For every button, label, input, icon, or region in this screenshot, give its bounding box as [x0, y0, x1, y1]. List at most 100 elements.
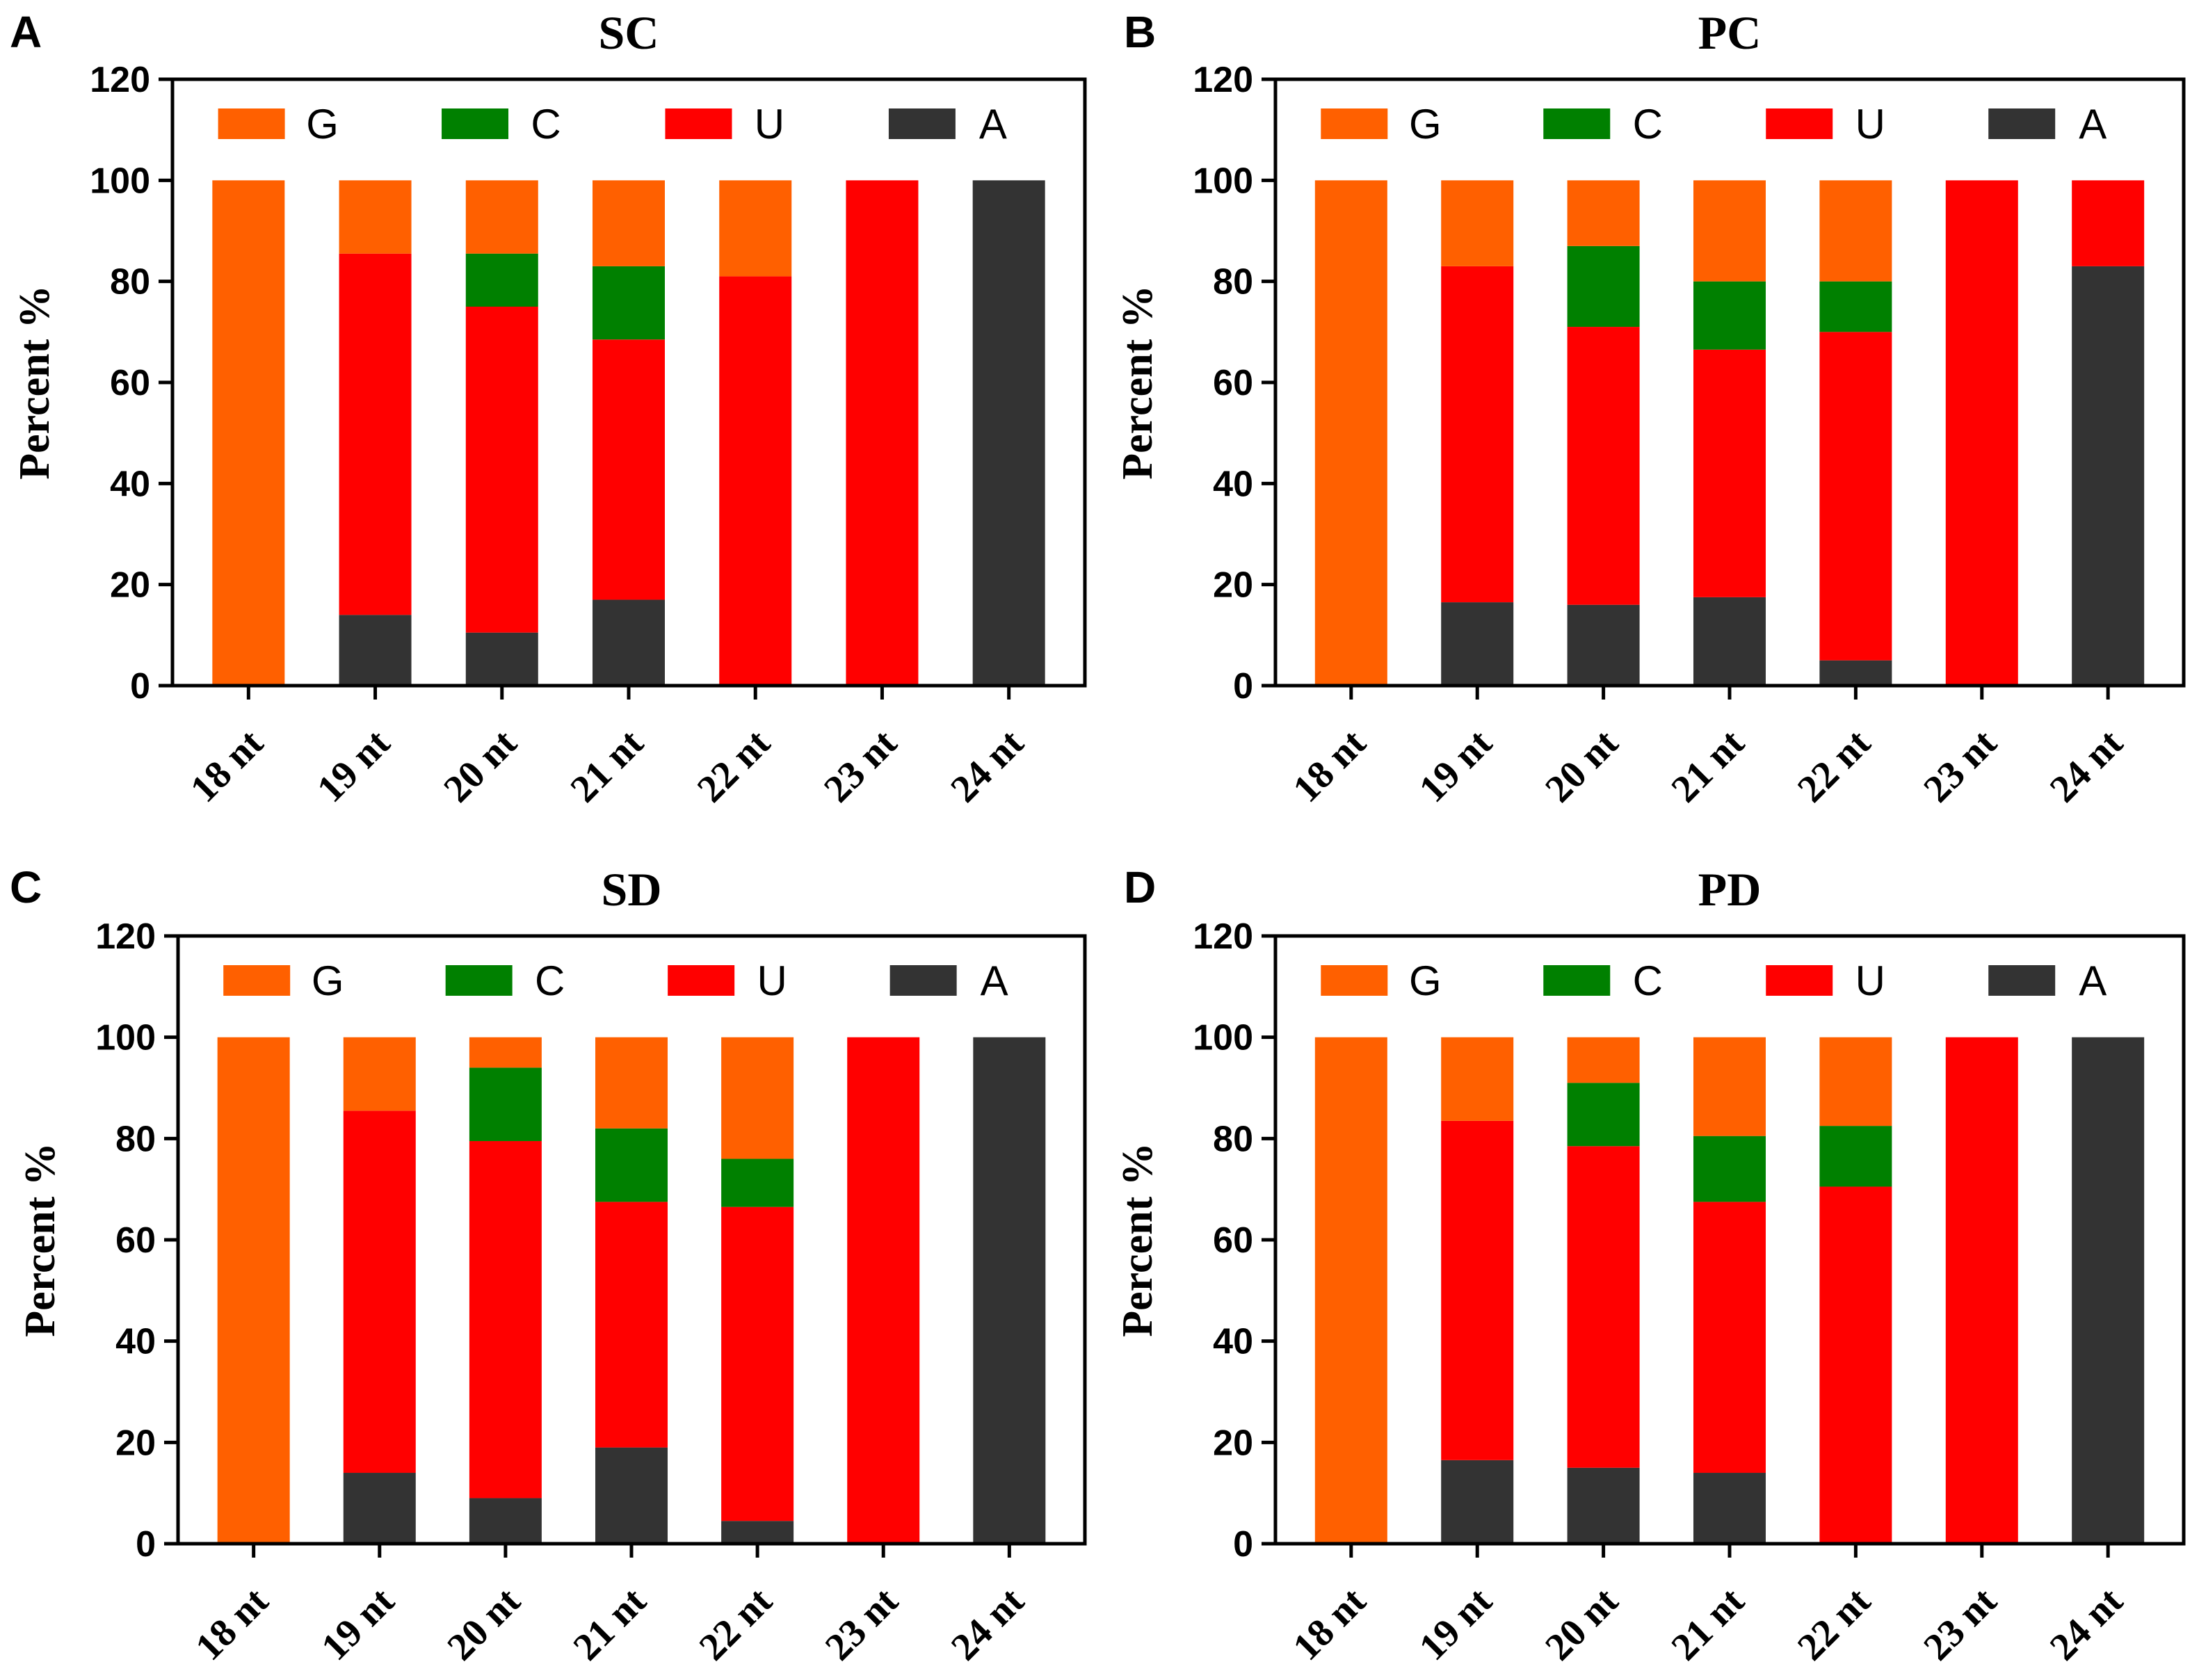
bar-a-24nt [2072, 1037, 2145, 1544]
bar-g-21nt [1693, 180, 1766, 282]
y-tick-label: 60 [1213, 1220, 1253, 1261]
bar-u-21nt [1693, 349, 1766, 597]
x-tick-label: 18 nt [1284, 1579, 1374, 1669]
bar-c-22nt [1819, 281, 1892, 332]
y-tick-label: 120 [1193, 916, 1253, 957]
legend-label-u: U [755, 101, 784, 147]
bar-g-22nt [721, 1037, 794, 1159]
x-tick-label: 22 nt [689, 721, 779, 811]
x-tick-label: 18 nt [1284, 721, 1374, 811]
bar-a-24nt [973, 1037, 1046, 1544]
bar-g-22nt [1819, 180, 1892, 282]
x-tick-label: 19 nt [313, 1579, 403, 1669]
legend-swatch-c [1543, 108, 1611, 139]
bar-a-19nt [1441, 1460, 1514, 1544]
y-tick-label: 40 [110, 464, 150, 504]
x-tick-label: 21 nt [1664, 721, 1753, 811]
legend-label-a: A [979, 101, 1007, 147]
x-tick-label: 24 nt [2042, 721, 2132, 811]
panel-letter: B [1124, 7, 1156, 57]
bar-c-20nt [469, 1067, 542, 1141]
y-tick-label: 40 [1213, 464, 1253, 504]
bar-g-21nt [593, 180, 665, 266]
bar-g-19nt [1441, 1037, 1514, 1121]
bar-c-21nt [1693, 281, 1766, 350]
y-axis-label: Percent % [1114, 1142, 1161, 1336]
y-tick-label: 20 [110, 565, 150, 606]
bar-u-24nt [2072, 180, 2145, 266]
legend-label-u: U [1855, 101, 1885, 147]
bar-a-19nt [1441, 602, 1514, 686]
bar-u-23nt [847, 1037, 920, 1544]
y-tick-label: 60 [110, 363, 150, 403]
bar-a-20nt [465, 632, 538, 686]
bars [217, 1037, 1046, 1544]
bar-g-18nt [217, 1037, 290, 1544]
legend-swatch-a [888, 108, 956, 139]
bar-u-21nt [593, 339, 665, 600]
legend-swatch-u [1766, 965, 1833, 996]
bar-c-20nt [1567, 1083, 1640, 1147]
x-tick-label: 20 nt [1537, 721, 1627, 811]
legend-swatch-a [889, 965, 957, 996]
bar-c-21nt [595, 1128, 668, 1202]
bar-a-22nt [1819, 660, 1892, 686]
bar-u-20nt [469, 1140, 542, 1499]
bar-u-21nt [595, 1202, 668, 1448]
bar-u-23nt [846, 180, 919, 686]
x-tick-label: 19 nt [309, 721, 398, 811]
x-tick-label: 20 nt [1537, 1579, 1627, 1669]
bar-a-21nt [1693, 597, 1766, 686]
bar-u-19nt [1441, 1120, 1514, 1460]
chart-title: SD [602, 863, 662, 916]
bar-u-19nt [1441, 266, 1514, 603]
y-tick-label: 80 [115, 1119, 156, 1159]
bar-g-19nt [1441, 180, 1514, 266]
x-tick-label: 19 nt [1411, 1579, 1501, 1669]
x-tick-label: 24 nt [942, 721, 1032, 811]
bar-a-24nt [2072, 266, 2145, 686]
bar-u-20nt [1567, 327, 1640, 605]
y-tick-label: 60 [115, 1220, 156, 1261]
y-tick-label: 120 [90, 60, 150, 100]
legend-swatch-a [1988, 965, 2056, 996]
bar-g-20nt [1567, 1037, 1640, 1083]
bar-g-21nt [595, 1037, 668, 1129]
chart-title: PD [1698, 863, 1762, 916]
y-tick-label: 80 [1213, 262, 1253, 302]
bar-a-24nt [972, 180, 1045, 686]
x-tick-label: 24 nt [2042, 1579, 2132, 1669]
bar-a-22nt [721, 1521, 794, 1544]
bar-g-18nt [1314, 1037, 1387, 1544]
bar-a-20nt [1567, 604, 1640, 686]
bar-g-18nt [1314, 180, 1387, 686]
bar-u-22nt [719, 276, 792, 686]
bar-u-22nt [721, 1206, 794, 1521]
panel-a: A SC Percent % 0 20 40 60 80 100 120 18 nt 19 nt 20 … [10, 6, 1087, 811]
legend-label-u: U [757, 958, 787, 1004]
bar-a-21nt [1693, 1473, 1766, 1544]
bar-a-20nt [469, 1498, 542, 1544]
legend-swatch-g [223, 965, 291, 996]
y-tick-label: 40 [115, 1322, 156, 1362]
legend-label-g: G [312, 958, 344, 1004]
bars [212, 180, 1045, 686]
x-tick-label: 21 nt [565, 1579, 655, 1669]
x-tick-label: 21 nt [563, 721, 652, 811]
bar-a-19nt [339, 615, 412, 686]
legend-label-a: A [2079, 101, 2107, 147]
legend-label-g: G [1409, 958, 1442, 1004]
bar-u-21nt [1693, 1202, 1766, 1473]
bar-g-19nt [339, 180, 412, 254]
y-tick-label: 100 [1193, 1018, 1253, 1058]
y-tick-label: 20 [1213, 565, 1253, 606]
bar-g-20nt [465, 180, 538, 254]
y-axis-label: Percent % [1114, 285, 1161, 479]
x-tick-label: 23 nt [1915, 721, 2005, 811]
panel-d: D PD Percent % 0 20 40 60 80 100 120 18 nt 19 nt 20 … [1114, 862, 2186, 1669]
legend-label-c: C [1633, 958, 1663, 1004]
